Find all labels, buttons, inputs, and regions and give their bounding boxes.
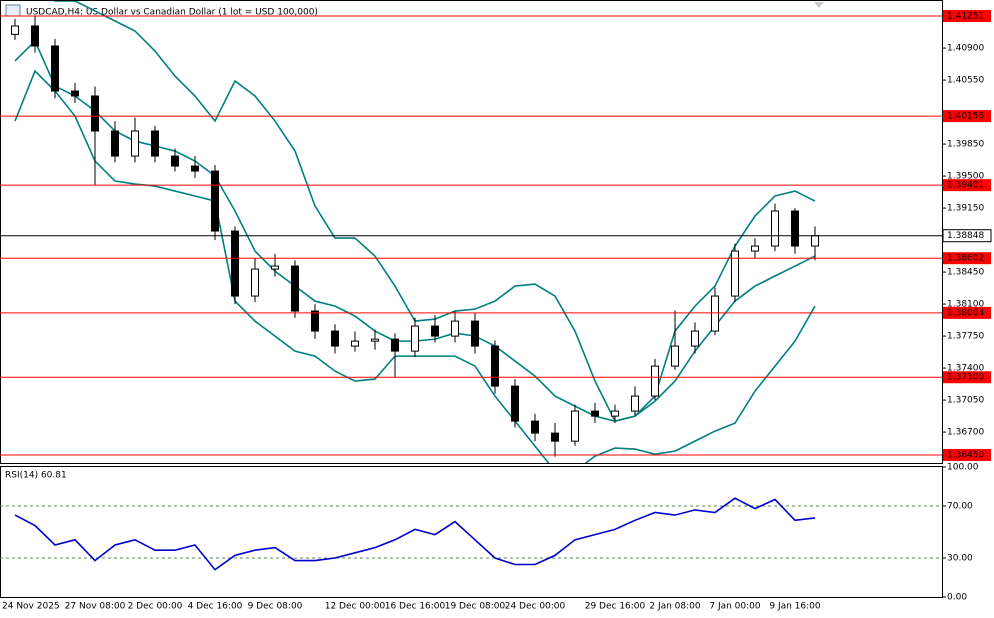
level-tag [943, 448, 991, 461]
level-tag [943, 371, 991, 384]
level-tag [943, 110, 991, 123]
y-tick-label: 1.39850 [947, 140, 984, 150]
candle-body [471, 320, 479, 347]
candle-body [11, 25, 19, 35]
candle-body [251, 268, 259, 297]
candle-body [411, 325, 419, 352]
shift-marker [814, 2, 824, 8]
candle-body [231, 230, 239, 297]
level-tag [943, 252, 991, 265]
candle-body [551, 432, 559, 442]
candle-body [751, 245, 759, 252]
indicator-title: RSI(14) 60.81 [5, 471, 67, 481]
candle-body [531, 420, 539, 434]
y-tick-label: 1.37400 [947, 364, 984, 374]
level-tag [943, 9, 991, 22]
level-label: 1.41251 [947, 11, 984, 21]
x-tick-label: 27 Nov 08:00 [65, 602, 126, 612]
x-tick-label: 9 Dec 08:00 [248, 602, 303, 612]
x-tick-label: 12 Dec 00:00 [325, 602, 386, 612]
rsi-line [14, 497, 816, 571]
candle-body [211, 170, 219, 232]
candle-body [151, 130, 159, 157]
candle-body [111, 130, 119, 157]
current-price-label: 1.38848 [947, 231, 984, 241]
candle-body [571, 410, 579, 442]
symbol-icon[interactable] [5, 4, 21, 17]
x-tick-label: 24 Dec 00:00 [505, 602, 566, 612]
x-tick-label: 16 Dec 16:00 [385, 602, 446, 612]
candle-body [451, 320, 459, 337]
current-price-tag [942, 229, 992, 243]
y-tick-label: 1.37750 [947, 332, 984, 342]
level-tag [943, 306, 991, 319]
candle-body [51, 45, 59, 92]
candle-body [771, 210, 779, 247]
x-tick-label: 4 Dec 16:00 [188, 602, 243, 612]
candle-body [351, 340, 359, 347]
candle-body [391, 338, 399, 352]
y-tick-label: 1.36700 [947, 428, 984, 438]
y-tick-label: 30.00 [947, 554, 973, 564]
y-tick-label: 1.40550 [947, 76, 984, 86]
y-tick-label: 1.38100 [947, 300, 984, 310]
x-tick-label: 2 Dec 00:00 [128, 602, 183, 612]
candle-body [371, 338, 379, 342]
candle-body [431, 325, 439, 337]
candle-body [631, 395, 639, 412]
rsi-panel-frame [0, 466, 943, 598]
x-tick-label: 7 Jan 00:00 [709, 602, 761, 612]
chart-title: USDCAD,H4: US Dollar vs Canadian Dollar … [26, 8, 318, 18]
candle-body [731, 250, 739, 297]
x-tick-label: 9 Jan 16:00 [769, 602, 821, 612]
level-tag [943, 179, 991, 192]
bollinger-band [53, 1, 816, 423]
x-tick-label: 24 Nov 2025 [2, 602, 60, 612]
candle-body [671, 345, 679, 367]
candle-body [591, 410, 599, 417]
candle-body [331, 330, 339, 347]
y-tick-label: 1.39500 [947, 172, 984, 182]
candle-body [71, 90, 79, 97]
main-panel-frame [0, 0, 943, 464]
candle-body [271, 265, 279, 270]
candle-body [31, 25, 39, 47]
candle-body [191, 165, 199, 172]
y-tick-label: 1.40900 [947, 44, 984, 54]
x-tick-label: 19 Dec 08:00 [445, 602, 506, 612]
candle-body [711, 295, 719, 332]
y-tick-label: 0.00 [947, 593, 967, 603]
level-label: 1.38602 [947, 254, 984, 264]
y-tick-label: 100.00 [947, 463, 979, 473]
candle-body [651, 365, 659, 397]
level-label: 1.36450 [947, 450, 984, 460]
x-tick-label: 2 Jan 08:00 [649, 602, 701, 612]
level-label: 1.37300 [947, 373, 984, 383]
level-label: 1.39401 [947, 181, 984, 191]
y-tick-label: 70.00 [947, 502, 973, 512]
candle-body [511, 385, 519, 422]
candle-body [791, 210, 799, 247]
candle-body [311, 310, 319, 332]
bollinger-band [14, 39, 816, 422]
candle-body [91, 95, 99, 132]
y-tick-label: 1.39150 [947, 204, 984, 214]
candle-body [611, 410, 619, 417]
y-tick-label: 1.38450 [947, 268, 984, 278]
candle-body [491, 345, 499, 387]
candle-body [811, 235, 819, 247]
y-tick-label: 1.37050 [947, 396, 984, 406]
candle-body [131, 130, 139, 157]
x-tick-label: 29 Dec 16:00 [585, 602, 646, 612]
level-label: 1.40156 [947, 112, 984, 122]
candle-body [691, 330, 699, 347]
level-label: 1.38004 [947, 308, 984, 318]
candle-body [171, 155, 179, 167]
candle-body [291, 265, 299, 312]
